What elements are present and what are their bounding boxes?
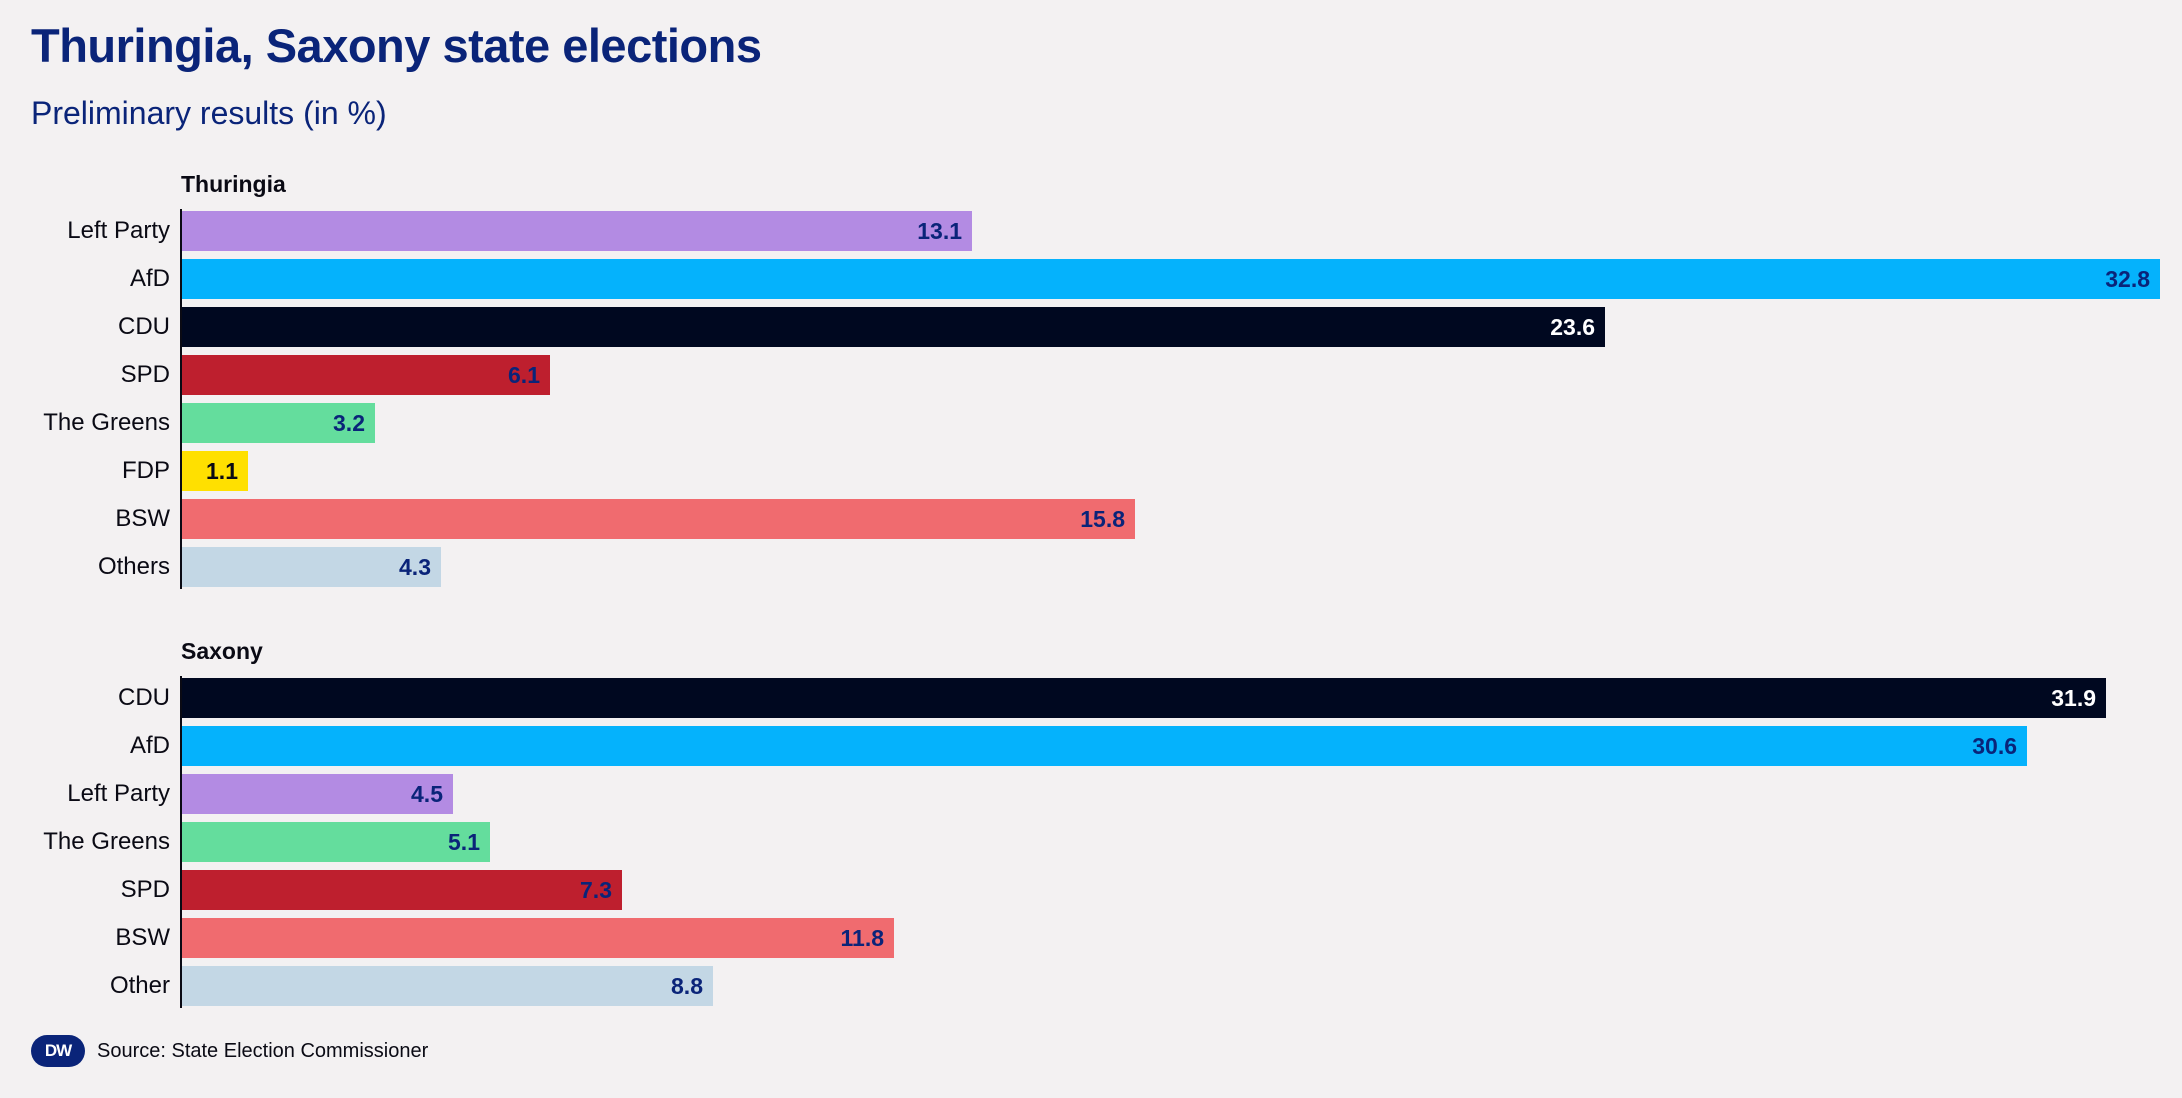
dw-logo: DW [31,1035,85,1067]
category-label: AfD [129,265,170,292]
bar-value-label: 5.1 [448,829,480,855]
bar-value-label: 23.6 [1550,314,1595,340]
bar: 1.1 [182,451,248,491]
bar: 6.1 [182,355,550,395]
bar: 15.8 [182,499,1135,539]
chart-title: Thuringia, Saxony state elections [31,19,762,72]
bar-value-label: 8.8 [671,973,703,999]
bar: 8.8 [182,966,713,1006]
bar-value-label: 11.8 [840,925,885,951]
category-label: Left Party [67,780,170,807]
bar-value-label: 4.5 [411,781,443,807]
category-label: The Greens [43,828,170,855]
bar-value-label: 31.9 [2051,685,2096,711]
bar: 31.9 [182,678,2106,718]
bar: 4.5 [182,774,453,814]
category-label: FDP [122,457,170,484]
bar-value-label: 1.1 [206,458,238,484]
chart-subtitle: Preliminary results (in %) [31,95,387,131]
bar: 30.6 [182,726,2027,766]
bar: 3.2 [182,403,375,443]
bar: 23.6 [182,307,1605,347]
axis-line [180,676,182,1008]
panel-title: Saxony [181,638,263,664]
source-note: Source: State Election Commissioner [97,1039,429,1062]
category-label: The Greens [43,409,170,436]
category-label: BSW [115,505,170,532]
category-label: SPD [120,361,170,388]
bar: 32.8 [182,259,2160,299]
bar: 11.8 [182,918,894,958]
category-label: AfD [129,732,170,759]
bar-value-label: 15.8 [1080,506,1125,532]
footer: DW Source: State Election Commissioner [31,1035,428,1067]
panel-title: Thuringia [181,171,286,197]
dw-logo-text: DW [44,1041,72,1060]
category-label: Others [97,553,170,580]
bar-value-label: 13.1 [917,218,962,244]
axis-line [180,209,182,589]
bar: 13.1 [182,211,972,251]
category-label: CDU [118,313,170,340]
bar-value-label: 7.3 [580,877,612,903]
bar: 5.1 [182,822,490,862]
bar-value-label: 32.8 [2105,266,2150,292]
category-label: Left Party [67,217,170,244]
category-label: Other [109,972,170,999]
bar: 7.3 [182,870,622,910]
category-label: BSW [115,924,170,951]
bar-value-label: 4.3 [399,554,431,580]
bar-value-label: 30.6 [1972,733,2017,759]
bar-value-label: 6.1 [508,362,540,388]
category-label: CDU [118,684,170,711]
bar: 4.3 [182,547,441,587]
bar-value-label: 3.2 [333,410,365,436]
category-label: SPD [120,876,170,903]
